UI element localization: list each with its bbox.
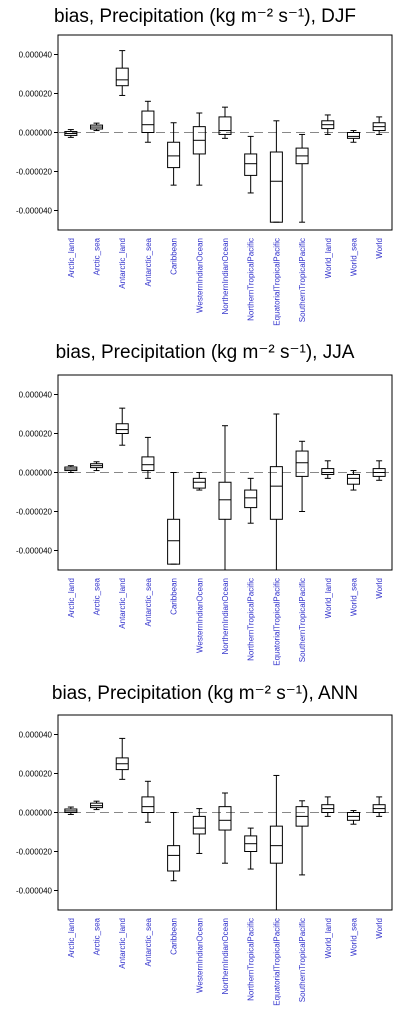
x-tick-label: EquatorialTropicalPacific xyxy=(272,578,281,666)
x-tick-label: Antarctic_sea xyxy=(144,237,153,286)
y-tick-label: 0.000020 xyxy=(19,430,53,439)
x-tick-label: EquatorialTropicalPacific xyxy=(272,238,281,326)
x-tick-label: Antarctic_land xyxy=(118,578,127,629)
y-tick-label: -0.000020 xyxy=(16,848,53,857)
box-iqr xyxy=(346,132,360,139)
x-tick-label: Caribbean xyxy=(170,238,179,275)
box-iqr xyxy=(269,151,283,223)
x-tick-label: NorthernTropicalPacific xyxy=(247,238,256,321)
x-tick-label: Caribbean xyxy=(170,918,179,955)
box-iqr xyxy=(167,141,181,169)
x-tick-label: World_sea xyxy=(349,577,358,616)
x-tick-label: Antarctic_land xyxy=(118,918,127,969)
x-tick-label: World_land xyxy=(324,918,333,958)
x-tick-label: Arctic_land xyxy=(67,578,76,618)
box-iqr xyxy=(244,489,258,509)
box-iqr xyxy=(269,825,283,864)
box-iqr xyxy=(167,845,181,872)
box-iqr xyxy=(167,518,181,565)
chart-title: bias, Precipitation (kg m⁻² s⁻¹), JJA xyxy=(56,342,355,363)
y-tick-label: -0.000020 xyxy=(16,168,53,177)
box-iqr xyxy=(192,477,206,489)
chart-title: bias, Precipitation (kg m⁻² s⁻¹), DJF xyxy=(54,6,356,27)
x-tick-label: SouthernTropicalPacific xyxy=(298,238,307,322)
box-iqr xyxy=(141,110,155,134)
y-tick-label: 0.000000 xyxy=(19,469,53,478)
y-tick-label: 0.000020 xyxy=(19,770,53,779)
x-tick-label: NorthernIndianOcean xyxy=(221,238,230,315)
y-tick-label: -0.000040 xyxy=(16,547,53,556)
box-iqr xyxy=(115,423,129,434)
y-tick-label: 0.000020 xyxy=(19,90,53,99)
x-tick-label: NorthernIndianOcean xyxy=(221,918,230,995)
box-iqr xyxy=(115,67,129,87)
x-tick-label: World_sea xyxy=(349,917,358,956)
x-tick-label: NorthernTropicalPacific xyxy=(247,578,256,661)
box-iqr xyxy=(141,796,155,814)
x-tick-label: Arctic_sea xyxy=(93,917,102,955)
x-tick-label: Antarctic_sea xyxy=(144,577,153,626)
x-tick-label: Antarctic_land xyxy=(118,238,127,289)
y-tick-label: 0.000040 xyxy=(19,731,53,740)
x-tick-label: SouthernTropicalPacific xyxy=(298,578,307,662)
y-tick-label: 0.000000 xyxy=(19,129,53,138)
y-tick-label: -0.000040 xyxy=(16,207,53,216)
x-tick-label: World xyxy=(375,578,384,599)
box-iqr xyxy=(192,815,206,835)
y-tick-label: 0.000000 xyxy=(19,809,53,818)
box-iqr xyxy=(321,468,335,475)
x-tick-label: World_land xyxy=(324,578,333,618)
box-iqr xyxy=(269,466,283,520)
chart-title: bias, Precipitation (kg m⁻² s⁻¹), ANN xyxy=(52,683,358,704)
x-tick-label: Caribbean xyxy=(170,578,179,615)
x-tick-label: SouthernTropicalPacific xyxy=(298,918,307,1002)
y-tick-label: 0.000040 xyxy=(19,391,53,400)
x-tick-label: World xyxy=(375,238,384,259)
box-iqr xyxy=(141,456,155,472)
x-tick-label: Arctic_sea xyxy=(93,577,102,615)
x-tick-label: World_sea xyxy=(349,237,358,276)
box-iqr xyxy=(218,481,232,520)
x-tick-label: WesternIndianOcean xyxy=(195,238,204,313)
x-tick-label: WesternIndianOcean xyxy=(195,918,204,993)
box-iqr xyxy=(218,806,232,831)
x-tick-label: NorthernTropicalPacific xyxy=(247,918,256,1001)
x-tick-label: World_land xyxy=(324,238,333,278)
box-iqr xyxy=(295,450,309,477)
x-tick-label: Antarctic_sea xyxy=(144,917,153,966)
x-tick-label: Arctic_sea xyxy=(93,237,102,275)
box-iqr xyxy=(218,116,232,135)
box-iqr xyxy=(346,473,360,485)
x-tick-label: World xyxy=(375,918,384,939)
box-iqr xyxy=(244,153,258,176)
y-tick-label: 0.000040 xyxy=(19,51,53,60)
x-tick-label: Arctic_land xyxy=(67,918,76,958)
x-tick-label: NorthernIndianOcean xyxy=(221,578,230,655)
x-tick-label: WesternIndianOcean xyxy=(195,578,204,653)
y-tick-label: -0.000020 xyxy=(16,508,53,517)
y-tick-label: -0.000040 xyxy=(16,887,53,896)
x-tick-label: EquatorialTropicalPacific xyxy=(272,918,281,1006)
x-tick-label: Arctic_land xyxy=(67,238,76,278)
